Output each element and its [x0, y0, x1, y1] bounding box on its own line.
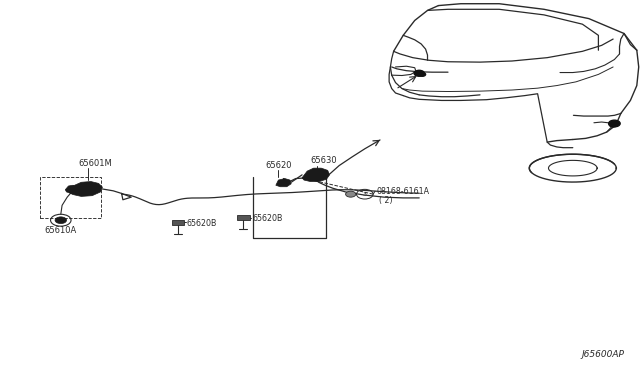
Text: 65630: 65630 [310, 156, 337, 165]
Circle shape [419, 73, 426, 76]
Polygon shape [237, 215, 250, 220]
Circle shape [346, 191, 356, 197]
Polygon shape [65, 185, 77, 193]
Polygon shape [276, 179, 291, 187]
Text: ( 2): ( 2) [379, 196, 392, 205]
Polygon shape [172, 220, 184, 225]
Circle shape [609, 122, 617, 127]
Polygon shape [69, 182, 102, 196]
Text: 3: 3 [363, 192, 367, 197]
Polygon shape [302, 168, 330, 182]
Circle shape [609, 120, 620, 127]
Text: 65620B: 65620B [252, 214, 282, 223]
Text: 65601M: 65601M [78, 158, 112, 167]
Text: 65620: 65620 [265, 161, 292, 170]
Text: 08168-6161A: 08168-6161A [376, 187, 429, 196]
Circle shape [414, 70, 424, 76]
Text: 65620B: 65620B [187, 219, 217, 228]
Text: 65610A: 65610A [45, 225, 77, 234]
Text: J65600AP: J65600AP [581, 350, 624, 359]
Circle shape [55, 217, 67, 224]
